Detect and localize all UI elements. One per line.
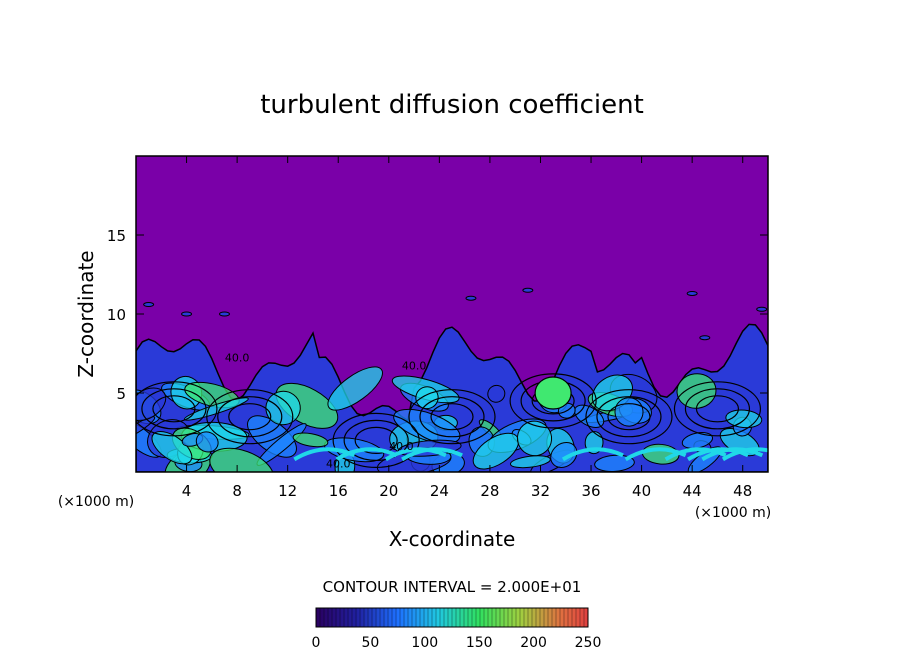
x-unit-right: (×1000 m)	[695, 505, 771, 521]
turbulence-eddy	[195, 431, 219, 453]
colorbar-tick-label: 250	[575, 635, 602, 651]
contour-interval-text: CONTOUR INTERVAL = 2.000E+01	[323, 578, 582, 596]
chart-title: turbulent diffusion coefficient	[260, 90, 644, 120]
turbulence-eddy	[327, 366, 383, 411]
x-tick-label: 40	[632, 482, 651, 500]
high-value-streak	[721, 447, 768, 462]
turbulence-eddy	[487, 384, 506, 403]
contour-line	[136, 381, 218, 437]
upper-fragment	[756, 306, 768, 312]
colorbar-tick-label: 150	[466, 635, 493, 651]
x-tick-label: 44	[683, 482, 702, 500]
upper-fragment	[465, 295, 477, 301]
x-tick-label: 24	[430, 482, 449, 500]
contour-line	[228, 403, 272, 431]
colorbar-tick-label: 200	[520, 635, 547, 651]
colorbar-ticks: 0 50 100 150 200 250	[312, 635, 602, 651]
x-tick-label: 12	[278, 482, 297, 500]
upper-fragment	[686, 290, 698, 296]
x-tick-label: 28	[480, 482, 499, 500]
peak-region	[534, 376, 572, 410]
turbulence-eddy	[151, 431, 193, 465]
contour-line	[684, 388, 751, 430]
colorbar-frame	[315, 607, 589, 628]
y-tick-label: 15	[107, 227, 126, 245]
turbulence-eddy	[725, 409, 763, 429]
x-axis-ticks: 4 8 12 16 20 24 28 32 36 40 44 48	[182, 156, 752, 500]
high-value-streak	[687, 447, 749, 462]
contour-line	[141, 388, 207, 430]
contour-label: 40.0	[326, 457, 351, 470]
x-axis-label: X-coordinate	[389, 527, 516, 551]
upper-fragment	[218, 311, 230, 317]
contour-line	[332, 412, 420, 468]
x-tick-label: 16	[329, 482, 348, 500]
colorbar: 0 50 100 150 200 250	[312, 607, 602, 651]
x-unit-left: (×1000 m)	[58, 494, 134, 510]
high-value-streak	[664, 447, 727, 462]
contour-line	[206, 389, 294, 445]
high-value-streak	[335, 447, 398, 462]
turbulent-field: 40.0 40.0 40.0 40.0	[136, 287, 768, 472]
upper-fragment	[522, 287, 534, 293]
turbulence-eddy	[265, 390, 301, 426]
contour-line	[354, 426, 398, 454]
upper-fragment	[181, 311, 193, 317]
colorbar-tick-label: 50	[361, 635, 379, 651]
contour-line	[607, 403, 651, 431]
x-tick-label: 4	[182, 482, 192, 500]
upper-fragment	[699, 335, 711, 341]
colorbar-tick-label: 0	[312, 635, 321, 651]
y-tick-label: 5	[116, 385, 126, 403]
x-tick-label: 8	[232, 482, 242, 500]
x-tick-label: 36	[581, 482, 600, 500]
x-tick-label: 48	[733, 482, 752, 500]
high-value-streak	[401, 447, 463, 462]
contour-line	[408, 389, 496, 445]
turbulence-eddy	[209, 447, 274, 472]
contour-label: 40.0	[389, 440, 414, 453]
x-tick-label: 20	[379, 482, 398, 500]
contour-label: 40.0	[402, 359, 427, 372]
contour-line	[343, 419, 409, 461]
contour-line	[509, 373, 597, 429]
contour-label: 40.0	[225, 351, 250, 364]
upper-fragment	[143, 302, 155, 308]
high-value-streak	[561, 447, 624, 462]
x-tick-label: 32	[531, 482, 550, 500]
contour-line	[585, 389, 673, 445]
turbulence-eddy	[292, 432, 329, 448]
contour-line	[596, 396, 662, 438]
turbulence-eddy	[550, 442, 578, 468]
contour-line	[695, 395, 740, 423]
turbulence-eddy	[516, 420, 553, 457]
high-value-streak	[384, 447, 447, 462]
colorbar-tick-label: 100	[411, 635, 438, 651]
contour-line	[673, 381, 762, 437]
contour-line	[430, 403, 474, 431]
contour-line	[217, 396, 283, 438]
y-tick-label: 10	[107, 306, 126, 324]
plot-area: 40.0 40.0 40.0 40.0	[136, 156, 768, 472]
contour-line	[152, 395, 196, 423]
contour-line	[419, 396, 485, 438]
y-axis-label: Z-coordinate	[74, 250, 98, 377]
y-axis-ticks: 5 10 15	[107, 227, 768, 403]
